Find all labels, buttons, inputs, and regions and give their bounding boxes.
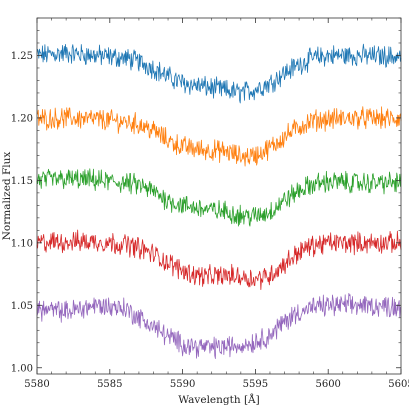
x-tick-label: 5590 bbox=[170, 379, 195, 390]
axes-layer: 5580 5585 5590 5595 5600 5605 1.00 1.05 1.10 1.15… bbox=[11, 17, 409, 390]
x-tick-label: 5595 bbox=[243, 379, 268, 390]
series-line-3 bbox=[36, 168, 402, 227]
series-layer bbox=[36, 43, 402, 359]
y-tick-label: 1.20 bbox=[11, 113, 33, 124]
y-tick-label: 1.10 bbox=[11, 238, 33, 249]
x-tick-label: 5600 bbox=[315, 379, 340, 390]
y-tick-label: 1.00 bbox=[11, 363, 33, 374]
series-line-2 bbox=[36, 106, 402, 167]
series-line-4 bbox=[36, 229, 402, 290]
plot-frame bbox=[36, 17, 402, 375]
x-tick-label: 5605 bbox=[388, 379, 409, 390]
series-line-5 bbox=[36, 292, 402, 359]
x-tick-label: 5580 bbox=[24, 379, 49, 390]
x-axis-label: Wavelength [Å] bbox=[178, 392, 259, 406]
y-axis-label: Normalized Flux bbox=[1, 152, 13, 241]
y-tick-label: 1.05 bbox=[11, 301, 33, 312]
x-tick-label: 5585 bbox=[97, 379, 122, 390]
y-tick-label: 1.25 bbox=[11, 51, 33, 62]
y-tick-label: 1.15 bbox=[11, 176, 33, 187]
series-line-1 bbox=[36, 43, 402, 104]
